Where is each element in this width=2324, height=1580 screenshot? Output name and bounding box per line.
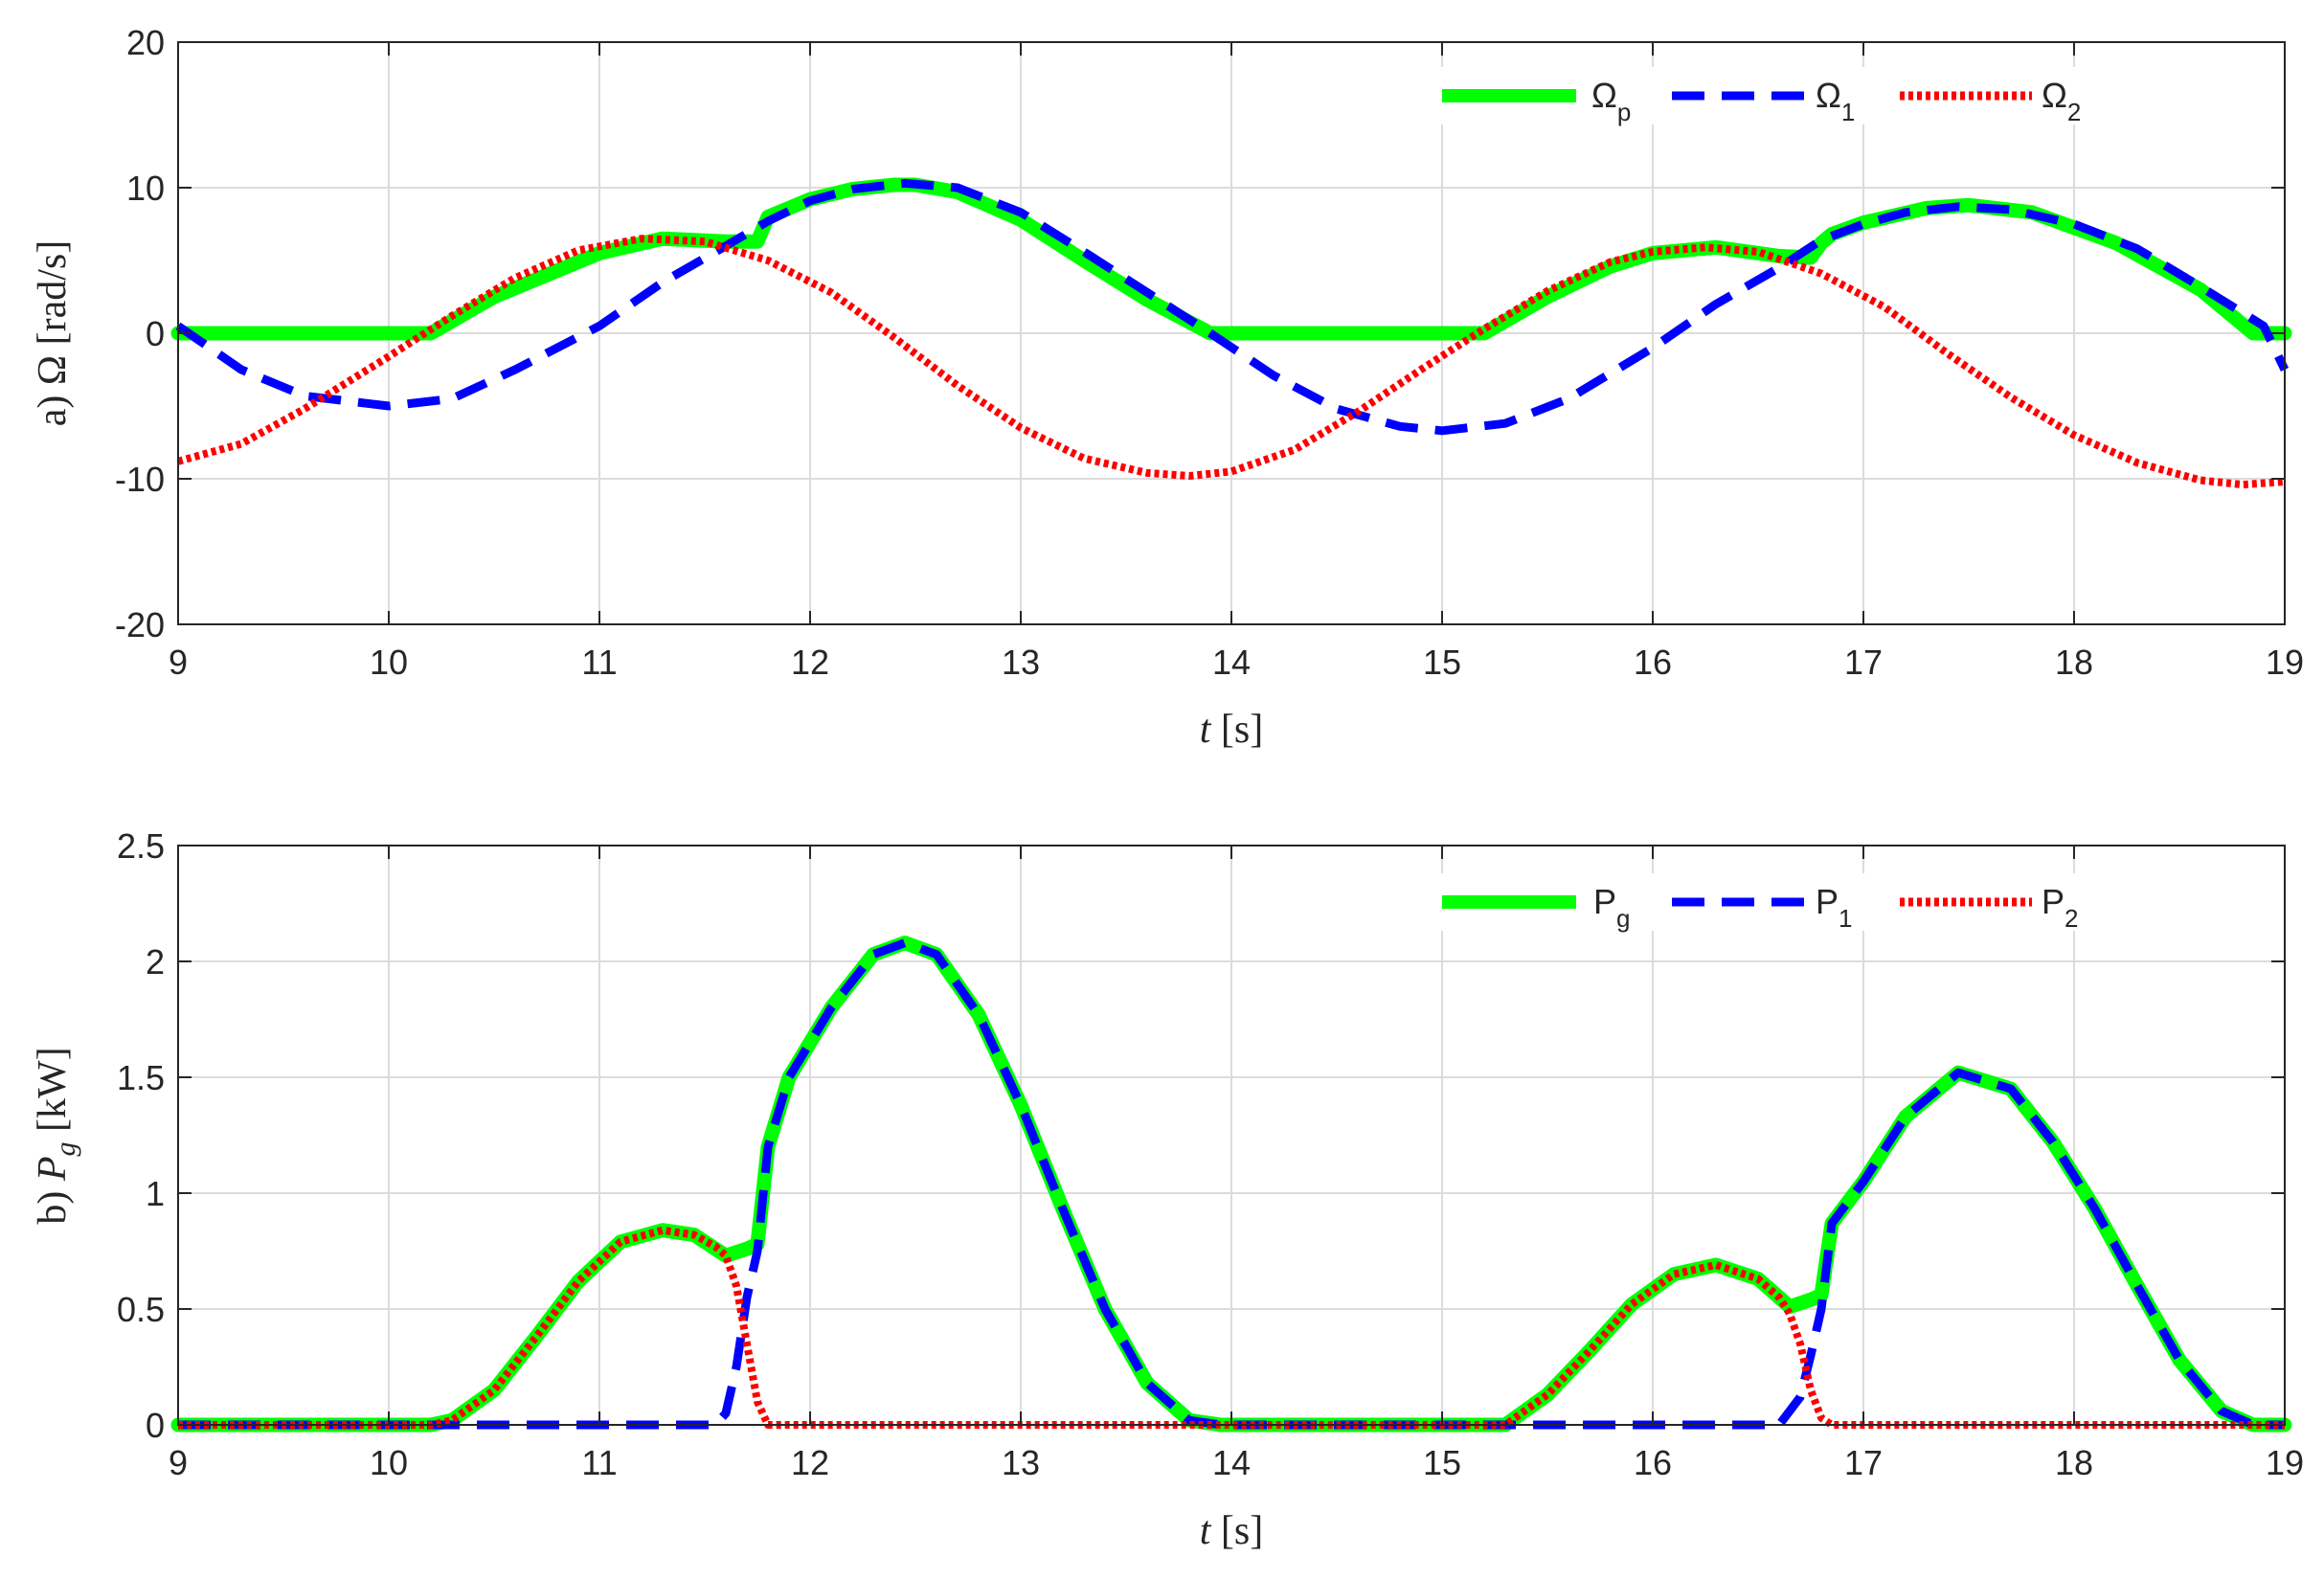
x-tick-label: 16 [1634,643,1672,682]
legend-a: Ωp Ω1 Ω2 [1427,67,2087,126]
x-tick-label: 9 [169,1443,188,1482]
y-axis-title-b: b) Pg [kW] [31,1047,81,1224]
x-axis-title-b: t [s] [1200,1509,1264,1553]
legend-a-label-2: Ω1 [1816,76,1855,126]
legend-b-label-3: P2 [2042,882,2078,933]
legend-b-label-1: Pg [1593,882,1630,933]
x-tick-label: 13 [1002,1443,1040,1482]
x-tick-label: 14 [1212,1443,1251,1482]
y-tick-label: 0.5 [117,1290,165,1329]
y-tick-label: 10 [126,169,165,208]
x-tick-label: 9 [169,643,188,682]
series-group-a [170,177,2292,489]
y-tick-label: 0 [146,1406,165,1445]
x-tick-label: 19 [2266,643,2304,682]
y-tick-label: 0 [146,314,165,353]
chart-panel-b: 9 10 11 12 13 14 15 16 17 18 19 2.5 2 1.5 1 0.5 0 Pg P1 … [31,826,2304,1553]
y-tick-label: 2 [146,942,165,982]
legend-a-label-1: Ωp [1591,76,1631,126]
y-tick-label: 20 [126,23,165,62]
ticks-a: 9 10 11 12 13 14 15 16 17 18 19 20 10 0 -10 -20 [115,23,2304,682]
legend-b: Pg P1 P2 [1427,873,2087,933]
x-tick-label: 12 [791,643,829,682]
y-tick-label: 1 [146,1174,165,1213]
y-axis-title-a: a) Ω [rad/s] [31,240,75,426]
x-tick-label: 11 [581,1443,617,1482]
x-tick-label: 10 [370,643,408,682]
x-tick-label: 17 [1844,643,1883,682]
x-tick-label: 12 [791,1443,829,1482]
x-tick-label: 16 [1634,1443,1672,1482]
x-tick-label: 19 [2266,1443,2304,1482]
x-tick-label: 18 [2055,1443,2093,1482]
x-tick-label: 13 [1002,643,1040,682]
x-tick-label: 15 [1423,1443,1461,1482]
x-tick-label: 17 [1844,1443,1883,1482]
series-line-a-3 [176,235,2286,489]
x-tick-label: 14 [1212,643,1251,682]
x-axis-title-a: t [s] [1200,708,1264,752]
x-tick-label: 18 [2055,643,2093,682]
y-tick-label: -20 [115,605,165,644]
x-tick-label: 11 [581,643,617,682]
chart-panel-a: 9 10 11 12 13 14 15 16 17 18 19 20 10 0 -10 -20 Ωp Ω1 Ω… [31,23,2304,752]
ticks-b: 9 10 11 12 13 14 15 16 17 18 19 2.5 2 1.5 1 0.5 0 [117,826,2304,1482]
x-tick-label: 10 [370,1443,408,1482]
legend-b-label-2: P1 [1816,882,1852,933]
series-line-b-2 [178,938,2285,1430]
x-tick-label: 15 [1423,643,1461,682]
y-tick-label: -10 [115,460,165,499]
legend-a-label-3: Ω2 [2042,76,2081,126]
series-line-a-2 [175,178,2290,436]
y-tick-label: 1.5 [117,1058,165,1097]
y-tick-label: 2.5 [117,826,165,866]
